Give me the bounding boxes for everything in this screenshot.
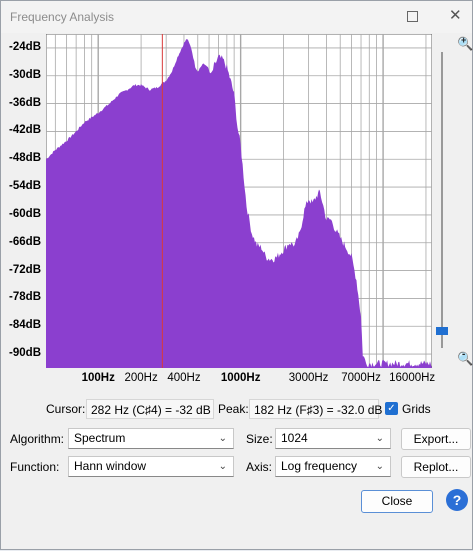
grids-checkbox[interactable]: ✓ [385,402,398,415]
y-tick-label: -54dB [9,180,41,193]
y-tick-label: -48dB [9,152,41,165]
y-tick-label: -60dB [9,207,41,220]
x-tick-label: 3000Hz [288,372,329,384]
zoom-out-icon[interactable]: 🔍 - [457,349,473,366]
algorithm-value: Spectrum [74,431,126,445]
y-tick-label: -42dB [9,124,41,137]
zoom-in-icon[interactable]: 🔍 + [457,35,473,51]
spectrum-area [46,39,432,368]
x-tick-label: 7000Hz [341,372,381,384]
peak-readout: 182 Hz (F♯3) = -32.0 dB [249,399,382,419]
x-tick-label: 100Hz [81,372,115,384]
chevron-down-icon: ⌄ [218,433,227,444]
close-icon[interactable]: ✕ [449,7,462,24]
zoom-slider-track[interactable] [441,52,443,348]
size-select[interactable]: 1024 ⌄ [275,428,391,449]
chevron-down-icon: ⌄ [218,461,227,472]
spectrum-plot[interactable] [46,34,432,368]
y-tick-label: -30dB [9,68,41,81]
cursor-readout: 282 Hz (C♯4) = -32 dB [86,399,214,419]
y-tick-label: -78dB [9,291,41,304]
y-tick-label: -24dB [9,40,41,53]
help-button[interactable]: ? [446,489,468,511]
cursor-label: Cursor: [46,402,86,416]
algorithm-select[interactable]: Spectrum ⌄ [68,428,234,449]
y-tick-label: -90dB [9,347,41,360]
chevron-down-icon: ⌄ [375,461,384,472]
algorithm-label: Algorithm: [10,432,65,446]
x-tick-label: 400Hz [167,372,201,384]
grids-label: Grids [402,402,431,416]
title-bar: Frequency Analysis ✕ [1,1,472,33]
y-tick-label: -36dB [9,96,41,109]
export-button[interactable]: Export... [401,428,471,450]
y-tick-label: -84dB [9,319,41,332]
axis-value: Log frequency [281,459,358,473]
function-label: Function: [10,460,60,474]
window-title: Frequency Analysis [10,10,115,24]
y-tick-label: -66dB [9,235,41,248]
x-tick-label: 200Hz [124,372,158,384]
size-value: 1024 [281,431,308,445]
y-tick-label: -72dB [9,263,41,276]
replot-button[interactable]: Replot... [401,456,471,478]
check-icon: ✓ [387,403,396,414]
axis-label: Axis: [246,460,273,474]
size-label: Size: [246,432,273,446]
axis-select[interactable]: Log frequency ⌄ [275,456,391,477]
function-select[interactable]: Hann window ⌄ [68,456,234,477]
help-icon: ? [452,492,462,508]
zoom-slider-thumb[interactable] [436,327,448,335]
chevron-down-icon: ⌄ [375,433,384,444]
peak-label: Peak: [218,402,249,416]
maximize-icon[interactable] [407,11,418,22]
function-value: Hann window [74,459,147,473]
x-tick-label: 1000Hz [220,372,261,384]
x-tick-label: 16000Hz [389,372,436,384]
close-button[interactable]: Close [361,490,433,513]
